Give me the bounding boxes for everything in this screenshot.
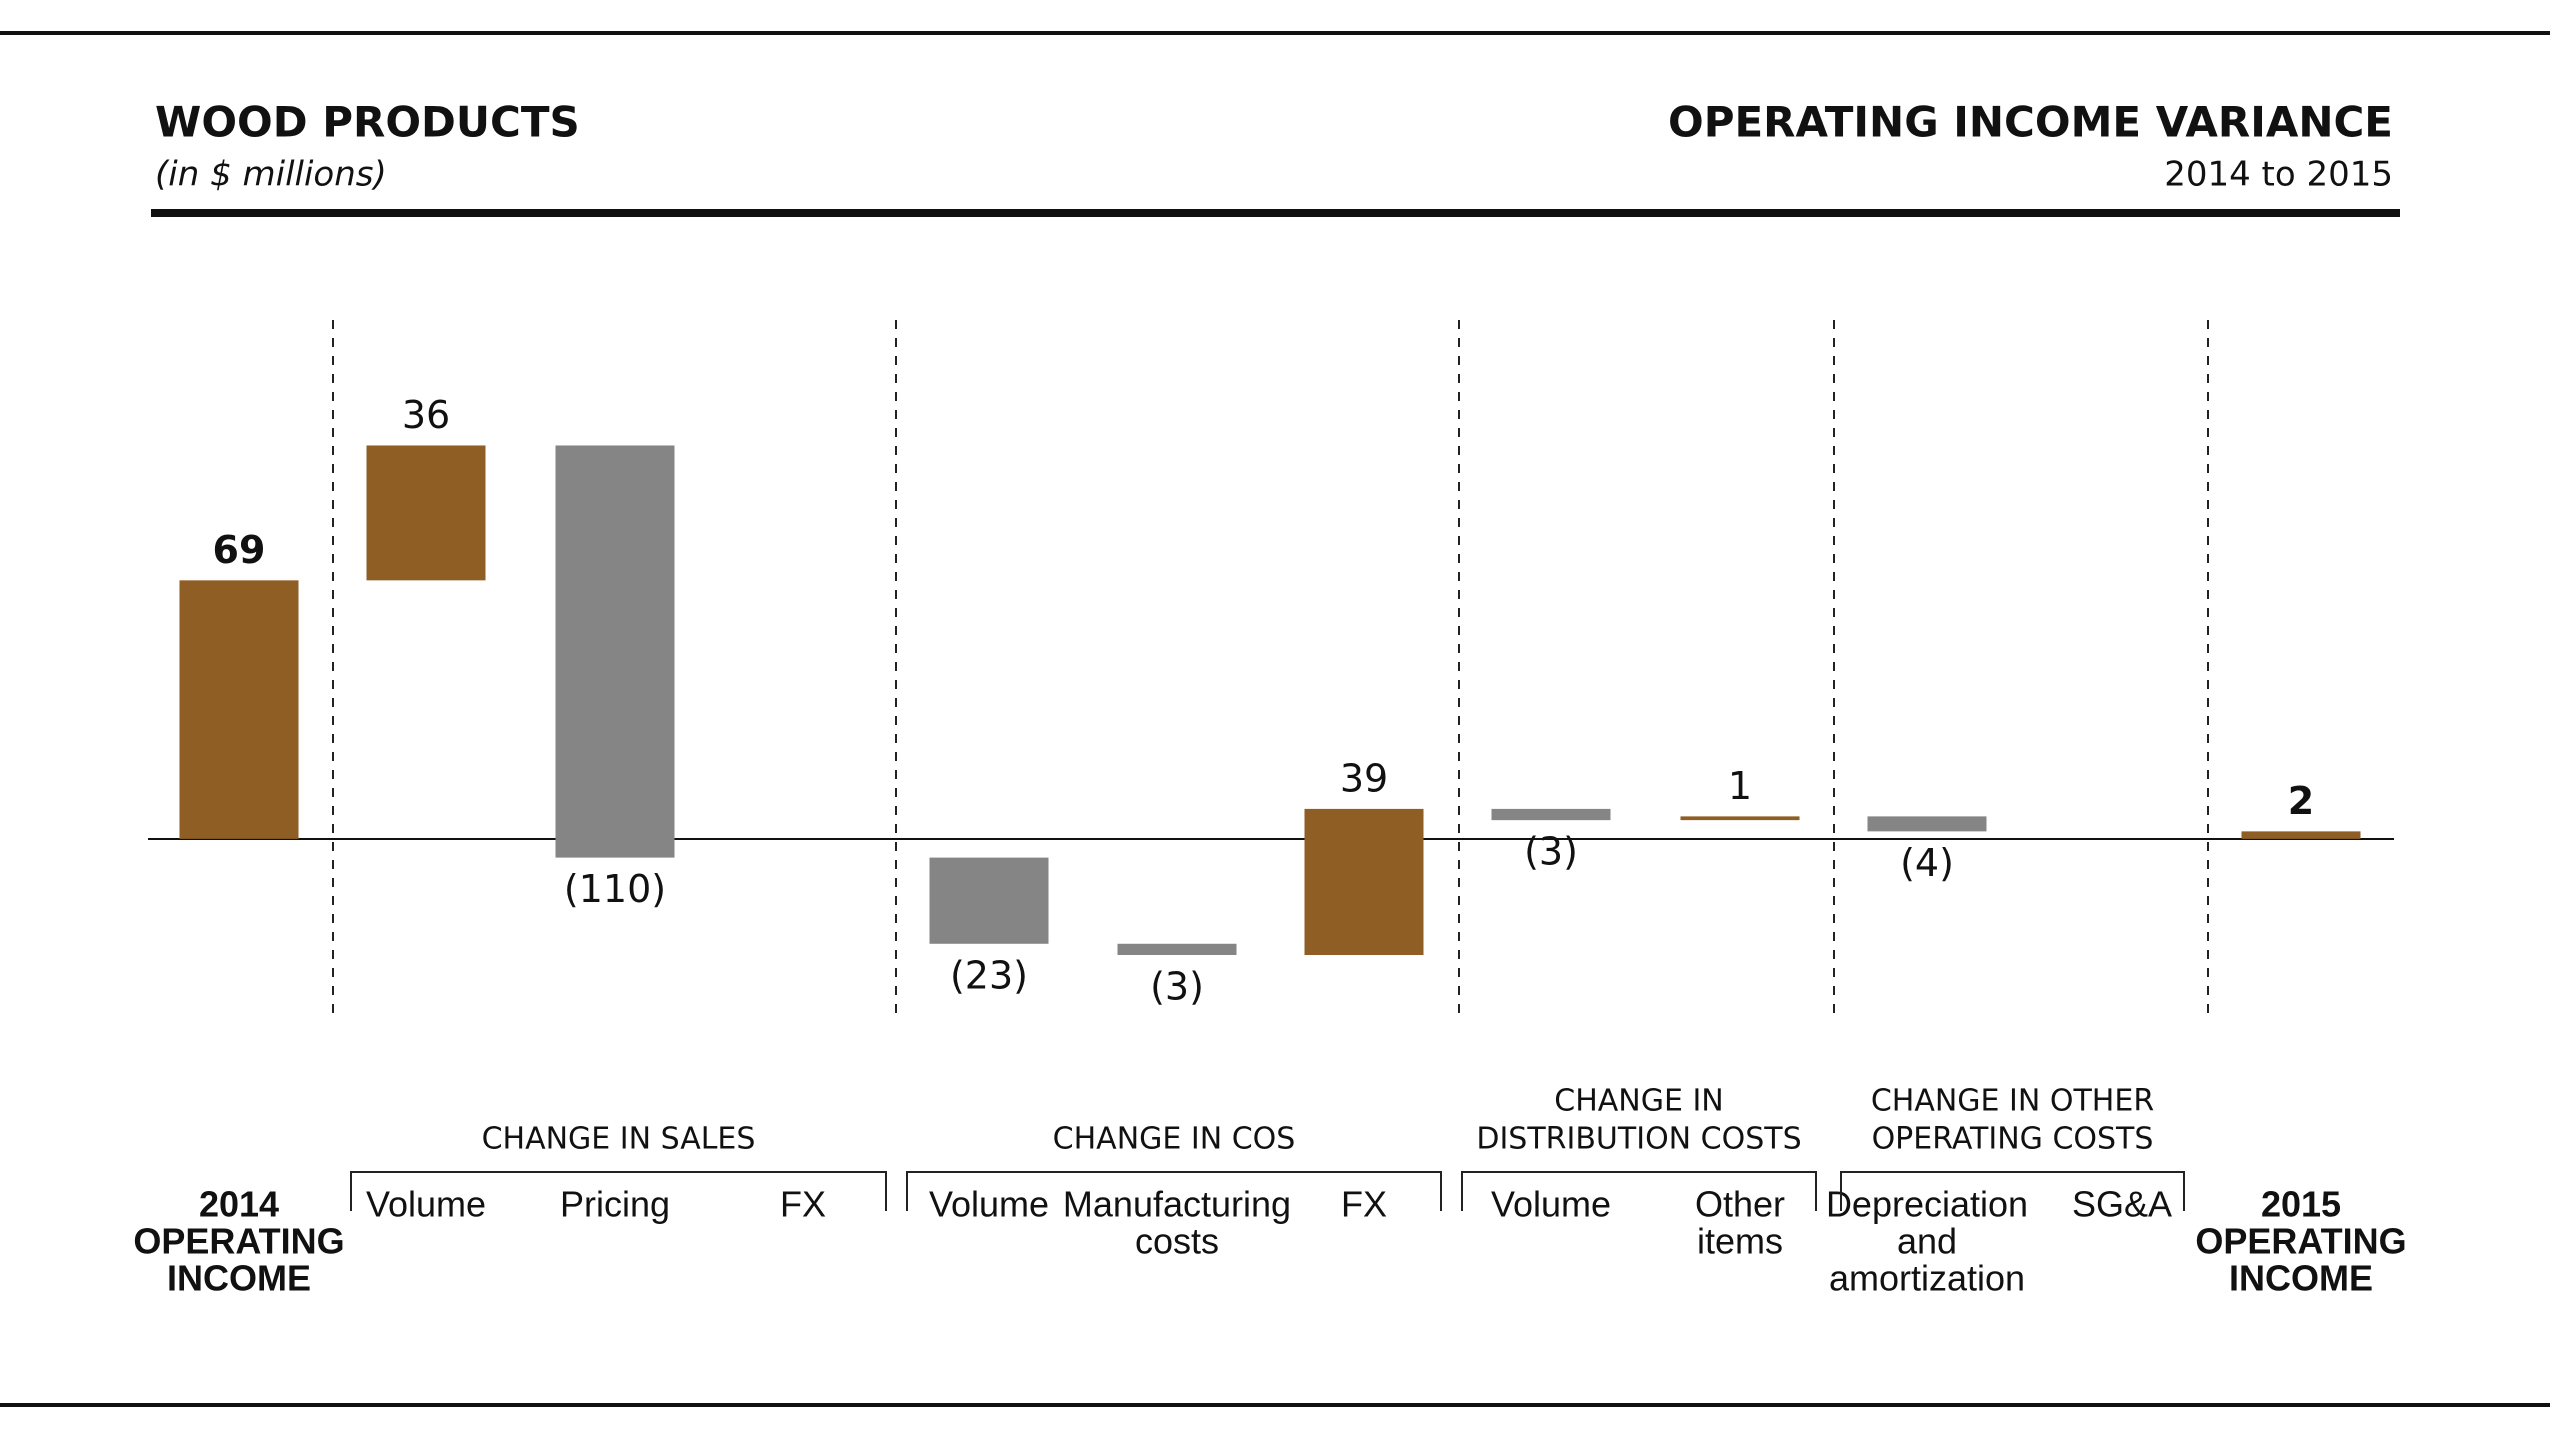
category-label: Volume bbox=[1491, 1184, 1611, 1225]
bar bbox=[1680, 816, 1800, 821]
bar bbox=[929, 857, 1049, 944]
category-label: SG&A bbox=[2072, 1184, 2172, 1225]
value-label: (23) bbox=[950, 953, 1028, 997]
value-label: 69 bbox=[213, 528, 266, 572]
group-label: CHANGE IN bbox=[1554, 1084, 1724, 1119]
category-label: OPERATING bbox=[133, 1221, 344, 1262]
value-label: (4) bbox=[1900, 841, 1954, 885]
group-bracket bbox=[906, 1171, 1442, 1211]
group-label: CHANGE IN SALES bbox=[482, 1122, 756, 1157]
group-bracket bbox=[1840, 1171, 2185, 1211]
bar bbox=[366, 445, 486, 581]
group-label: CHANGE IN COS bbox=[1053, 1122, 1296, 1157]
value-label: (3) bbox=[1524, 830, 1578, 874]
category-label: OPERATING bbox=[2195, 1221, 2406, 1262]
value-label: 39 bbox=[1340, 756, 1388, 800]
bar bbox=[555, 445, 675, 858]
category-label: FX bbox=[780, 1184, 826, 1225]
bar bbox=[1304, 808, 1424, 956]
category-label: INCOME bbox=[167, 1258, 311, 1299]
separators bbox=[332, 320, 2209, 1016]
group-label: CHANGE IN OTHER bbox=[1871, 1084, 2154, 1119]
chart-title: WOOD PRODUCTS bbox=[155, 98, 580, 147]
chart-subtitle: (in $ millions) bbox=[155, 155, 387, 195]
category-label: FX bbox=[1341, 1184, 1387, 1225]
bar bbox=[179, 580, 299, 839]
value-label: (3) bbox=[1150, 965, 1204, 1009]
category-label: and bbox=[1897, 1221, 1957, 1262]
value-label: 1 bbox=[1728, 764, 1752, 808]
category-label: Volume bbox=[929, 1184, 1049, 1225]
category-label: 2014 bbox=[199, 1184, 279, 1225]
value-label: (110) bbox=[564, 867, 666, 911]
category-label: Pricing bbox=[560, 1184, 670, 1225]
group-label: OPERATING COSTS bbox=[1872, 1122, 2154, 1157]
category-label: Manufacturing bbox=[1063, 1184, 1291, 1225]
bar bbox=[1117, 943, 1237, 956]
value-label: 36 bbox=[402, 393, 450, 437]
category-label: items bbox=[1697, 1221, 1783, 1262]
bar bbox=[1867, 816, 1987, 832]
category-label: Other bbox=[1695, 1184, 1785, 1225]
bar bbox=[1491, 808, 1611, 821]
right-title: OPERATING INCOME VARIANCE bbox=[1668, 98, 2393, 147]
right-subtitle: 2014 to 2015 bbox=[2164, 155, 2393, 195]
bar bbox=[2241, 831, 2361, 839]
category-label: Depreciation bbox=[1826, 1184, 2028, 1225]
value-label: 2 bbox=[2288, 779, 2314, 823]
category-label: costs bbox=[1135, 1221, 1219, 1262]
group-label: DISTRIBUTION COSTS bbox=[1476, 1122, 1801, 1157]
category-label: Volume bbox=[366, 1184, 486, 1225]
category-label: amortization bbox=[1829, 1258, 2025, 1299]
category-label: 2015 bbox=[2261, 1184, 2341, 1225]
group-bracket bbox=[350, 1171, 887, 1211]
group-bracket bbox=[1461, 1171, 1817, 1211]
category-label: INCOME bbox=[2229, 1258, 2373, 1299]
